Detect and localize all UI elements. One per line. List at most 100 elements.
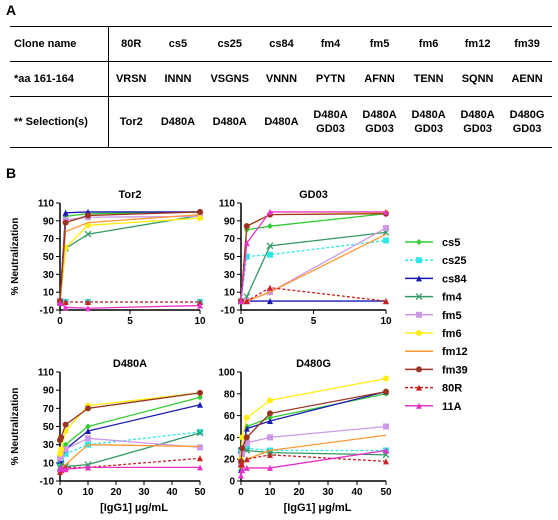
selection-cell: D480A GD03 [355, 97, 404, 148]
data-point [238, 472, 244, 479]
data-point [85, 305, 91, 312]
data-point [239, 467, 246, 474]
data-point [197, 394, 203, 401]
clone-name-cell: fm39 [502, 26, 552, 62]
legend-label: fm4 [442, 292, 462, 304]
series-line [240, 212, 387, 302]
data-point [197, 389, 203, 396]
panel-a-label: A [6, 2, 17, 18]
selection-cell: D480A GD03 [453, 97, 502, 148]
y-tick-label: -10 [40, 306, 55, 317]
data-point [62, 421, 69, 428]
aa-cell: VRSN [108, 61, 154, 97]
data-point [243, 439, 250, 446]
series-line [240, 390, 387, 471]
legend-item-80R: 80R [405, 383, 462, 395]
row-header: ** Selection(s) [10, 96, 109, 148]
data-point [62, 304, 69, 311]
y-tick-label: 50 [43, 422, 55, 433]
data-point [267, 284, 273, 291]
data-point [62, 298, 69, 305]
y-tick-label: 60 [224, 411, 236, 422]
selection-value: D480A [411, 109, 446, 121]
panel-b-label: B [6, 165, 17, 181]
series-cs84 [57, 401, 203, 465]
selection-value: D480A [212, 116, 247, 128]
legend-marker [416, 330, 422, 336]
legend-marker [416, 239, 422, 245]
series-fm6 [238, 375, 389, 463]
legend-item-cs5: cs5 [405, 237, 460, 249]
data-point [383, 423, 389, 430]
series-line [59, 214, 201, 302]
data-point [197, 401, 203, 408]
chart-title: D480G [296, 358, 331, 370]
aa-cell: AENN [502, 61, 552, 97]
series-11A [238, 447, 389, 479]
x-tick-label: 0 [238, 316, 244, 327]
x-tick-label: 30 [322, 487, 334, 498]
data-point [267, 410, 273, 417]
clone-name-cell: fm4 [306, 26, 356, 62]
table-row-aa: *aa 161-164 VRSN INNN VSGNS VNNN PYTN AFNN TEN… [10, 61, 552, 97]
series-line [240, 425, 387, 465]
data-point [266, 242, 274, 250]
x-tick-label: 0 [57, 316, 63, 327]
series-line [240, 213, 387, 302]
legend-label: cs25 [442, 255, 466, 267]
y-tick-label: 110 [38, 368, 55, 379]
series-line [59, 211, 201, 302]
selection-cell: D480G GD03 [502, 97, 552, 148]
data-point [62, 466, 69, 473]
table-row-clone-name: Clone name 80R cs5 cs25 cs84 fm4 fm5 fm6 fm12 fm… [10, 26, 552, 62]
legend-marker [416, 257, 422, 264]
data-point [383, 458, 389, 465]
data-point [243, 425, 250, 432]
data-point [197, 464, 203, 471]
data-point [239, 445, 246, 452]
y-tick-label: 70 [43, 404, 55, 415]
selection-cell: Tor2 [109, 97, 154, 148]
chart-title: GD03 [299, 189, 328, 201]
x-axis-label: [IgG1] μg/mL [100, 502, 168, 514]
data-point [243, 253, 250, 260]
y-tick-label: -10 [221, 306, 236, 317]
legend-label: cs84 [442, 273, 467, 285]
series-line [59, 437, 201, 459]
data-point [267, 223, 273, 230]
data-point [57, 450, 63, 457]
series-line [241, 447, 386, 452]
legend-label: fm6 [442, 328, 462, 340]
legend-item-11A: 11A [405, 401, 462, 413]
x-axis-label: [IgG1] μg/mL [284, 502, 352, 514]
data-point [197, 298, 203, 305]
y-axis-label: % Neutralization [10, 218, 21, 296]
selection-value: D480A [313, 109, 348, 121]
data-point [383, 224, 389, 231]
selection-cell: D480A GD03 [306, 97, 355, 148]
y-tick-label: 50 [224, 252, 236, 263]
aa-cell: PYTN [306, 61, 356, 97]
clone-name-cell: cs5 [153, 26, 203, 62]
data-point [84, 230, 92, 238]
data-point [197, 302, 203, 309]
y-tick-label: 100 [218, 368, 235, 379]
selection-cell: D480A GD03 [404, 97, 453, 148]
x-tick-label: 5 [311, 316, 317, 327]
selection-cell: D480A [257, 97, 306, 148]
legend-item-fm4: fm4 [405, 292, 462, 304]
chart-d480a: D480A -10 10 30 50 70 90 110 0 10 20 30 40 50 % Neutra… [10, 358, 206, 514]
legend-marker [416, 366, 422, 373]
y-tick-label: 90 [224, 216, 236, 227]
legend-item-fm12: fm12 [405, 346, 468, 358]
data-point [239, 461, 246, 468]
x-tick-label: 40 [351, 487, 363, 498]
y-tick-label: 50 [43, 252, 55, 263]
x-tick-label: 50 [380, 487, 392, 498]
legend-item-fm6: fm6 [405, 328, 462, 340]
series-line [59, 444, 201, 471]
legend-label: fm5 [442, 310, 462, 322]
y-tick-label: 10 [224, 288, 236, 299]
y-tick-label: 70 [224, 234, 236, 245]
data-point [267, 418, 273, 425]
